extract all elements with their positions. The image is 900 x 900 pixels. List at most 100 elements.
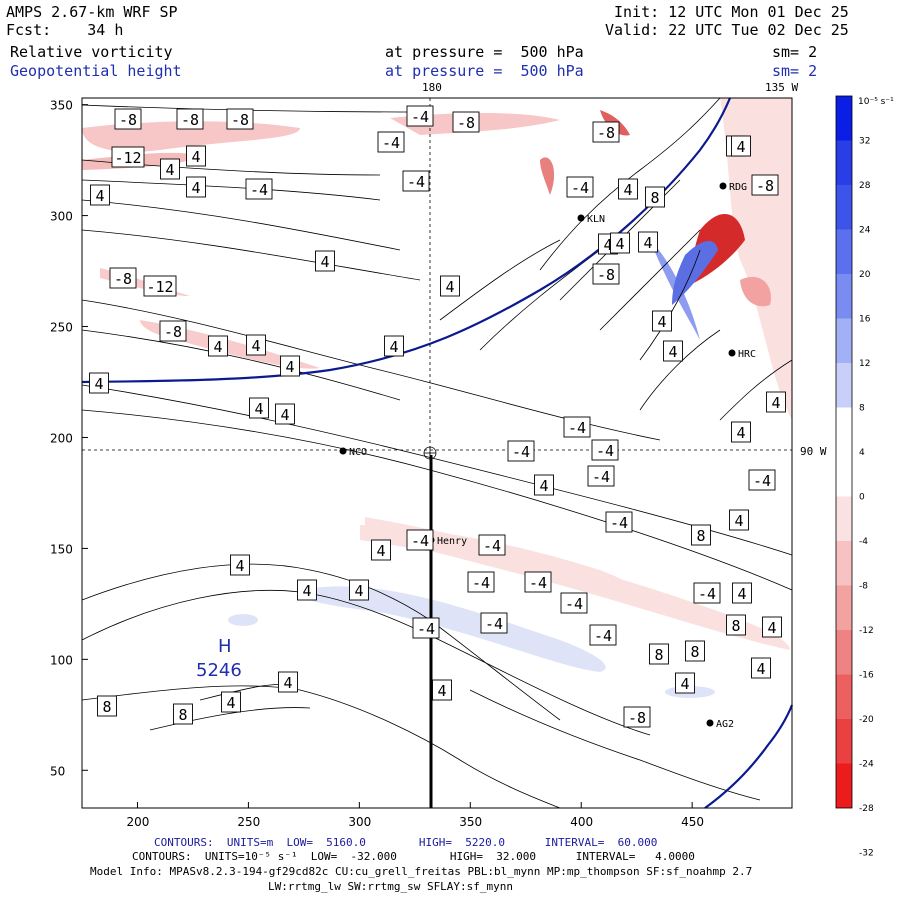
contour-label-text: 4 bbox=[668, 343, 677, 361]
station-markers: NCO Henry KLN RDG HRC AG2 bbox=[339, 182, 756, 730]
contour-label-text: 8 bbox=[654, 646, 663, 664]
colorbar-tick-label: -32 bbox=[859, 849, 874, 859]
vorticity-contours bbox=[81, 97, 793, 809]
colorbar-bin bbox=[836, 763, 852, 808]
contour-label-text: -4 bbox=[596, 442, 614, 460]
contour-label: 4 bbox=[675, 672, 695, 694]
contour-line bbox=[81, 590, 651, 736]
height-contour-5160 bbox=[704, 704, 794, 809]
colorbar-tick-label: 12 bbox=[859, 359, 870, 369]
contour-label: 4 bbox=[663, 340, 683, 362]
model-title: AMPS 2.67-km WRF SP bbox=[6, 3, 178, 21]
contour-label-text: -4 bbox=[610, 514, 628, 532]
contour-label: -4 bbox=[478, 534, 506, 556]
station-dot bbox=[719, 182, 727, 190]
contour-label: 4 bbox=[230, 554, 250, 576]
contour-label: 4 bbox=[186, 145, 206, 167]
lon-label-90w: 90 W bbox=[800, 445, 827, 458]
high-pressure-value: 5246 bbox=[196, 660, 242, 681]
contour-line bbox=[81, 199, 401, 251]
contour-label-text: 4 bbox=[643, 234, 652, 252]
y-axis: 350 300 250 200 150 100 50 bbox=[50, 99, 88, 778]
contour-label: -4 bbox=[589, 624, 617, 646]
x-tick-label: 300 bbox=[348, 815, 371, 829]
contour-label: 4 bbox=[249, 397, 269, 419]
contour-label: 4 bbox=[751, 657, 771, 679]
station-dot bbox=[706, 719, 714, 727]
contour-label-text: 4 bbox=[389, 338, 398, 356]
contour-label: 4 bbox=[729, 509, 749, 531]
positive-blob-west bbox=[228, 614, 258, 626]
contour-label: -4 bbox=[507, 440, 535, 462]
colorbar-tick-label: -20 bbox=[859, 715, 874, 725]
contour-label: 4 bbox=[221, 691, 241, 713]
contour-line bbox=[81, 179, 381, 201]
height-contour-5220 bbox=[81, 97, 732, 384]
smoothing-geopotential: sm= 2 bbox=[772, 62, 818, 80]
contour-label: -4 bbox=[524, 571, 552, 593]
y-tick-label: 250 bbox=[50, 321, 73, 335]
contour-label-text: 4 bbox=[191, 179, 200, 197]
colorbar-bin bbox=[836, 229, 852, 274]
x-tick-label: 400 bbox=[570, 815, 593, 829]
high-pressure-letter: H bbox=[218, 636, 232, 657]
y-tick-label: 150 bbox=[50, 542, 73, 556]
contour-label: 4 bbox=[246, 334, 266, 356]
y-tick-label: 350 bbox=[50, 99, 73, 113]
contour-label: 4 bbox=[384, 335, 404, 357]
x-axis: 200 250 300 350 400 450 bbox=[126, 802, 704, 829]
contour-label-text: -4 bbox=[417, 620, 435, 638]
colorbar-bin bbox=[836, 140, 852, 185]
contour-label-text: 4 bbox=[213, 338, 222, 356]
contour-labels: -8-8-8-4-8-8-124444-4-4-44448-8444-8-444… bbox=[89, 105, 786, 728]
contour-label-text: 4 bbox=[615, 235, 624, 253]
station-nco: NCO bbox=[339, 447, 367, 458]
contour-label-text: -4 bbox=[529, 574, 547, 592]
colorbar-tick-label: -16 bbox=[859, 671, 874, 681]
contour-label-text: -8 bbox=[119, 111, 137, 129]
positive-band-south bbox=[298, 586, 606, 672]
colorbar-tick-label: -4 bbox=[859, 537, 868, 547]
contour-label-text: -8 bbox=[231, 111, 249, 129]
contour-line bbox=[539, 97, 721, 271]
field-vorticity: Relative vorticity bbox=[10, 43, 173, 61]
contour-label-text: -4 bbox=[512, 443, 530, 461]
station-dot bbox=[339, 447, 347, 455]
contour-label-text: 4 bbox=[539, 477, 548, 495]
contour-label: 8 bbox=[97, 695, 117, 717]
contour-label: 8 bbox=[649, 643, 669, 665]
contour-label: -4 bbox=[480, 612, 508, 634]
colorbar-frame bbox=[835, 95, 853, 809]
contour-label: -8 bbox=[452, 111, 480, 133]
contour-label-text: 4 bbox=[767, 619, 776, 637]
colorbar-tick-label: 4 bbox=[859, 448, 865, 458]
contour-label-text: 8 bbox=[178, 706, 187, 724]
contour-line bbox=[81, 329, 401, 401]
contour-label: -4 bbox=[693, 582, 721, 604]
contour-label-text: -4 bbox=[568, 419, 586, 437]
contour-label-text: -8 bbox=[457, 114, 475, 132]
footer-model-info: Model Info: MPASv8.2.3-194-gf29cd82c CU:… bbox=[90, 865, 753, 878]
contour-label: -4 bbox=[406, 105, 434, 127]
contour-label: -4 bbox=[563, 416, 591, 438]
contour-line bbox=[81, 409, 793, 591]
contour-label-text: -8 bbox=[114, 270, 132, 288]
colorbar-bin bbox=[836, 274, 852, 319]
colorbar-tick-label: -8 bbox=[859, 582, 868, 592]
contour-label-text: 4 bbox=[320, 253, 329, 271]
contour-line bbox=[639, 249, 701, 361]
station-hrc: HRC bbox=[728, 349, 756, 360]
footer-model-info-2: LW:rrtmg_lw SW:rrtmg_sw SFLAY:sf_mynn bbox=[268, 880, 514, 893]
contour-label-text: -4 bbox=[382, 134, 400, 152]
contour-label-text: -4 bbox=[407, 173, 425, 191]
contour-label: -8 bbox=[623, 706, 651, 728]
contour-label-text: 8 bbox=[731, 617, 740, 635]
contour-label: 4 bbox=[90, 184, 110, 206]
valid-time: Valid: 22 UTC Tue 02 Dec 25 bbox=[605, 21, 849, 39]
contour-label-text: -4 bbox=[411, 108, 429, 126]
contour-label: 4 bbox=[186, 176, 206, 198]
contour-label: 4 bbox=[297, 579, 317, 601]
contour-label-text: -4 bbox=[571, 179, 589, 197]
contour-label: 4 bbox=[732, 582, 752, 604]
contour-label: 4 bbox=[610, 232, 630, 254]
